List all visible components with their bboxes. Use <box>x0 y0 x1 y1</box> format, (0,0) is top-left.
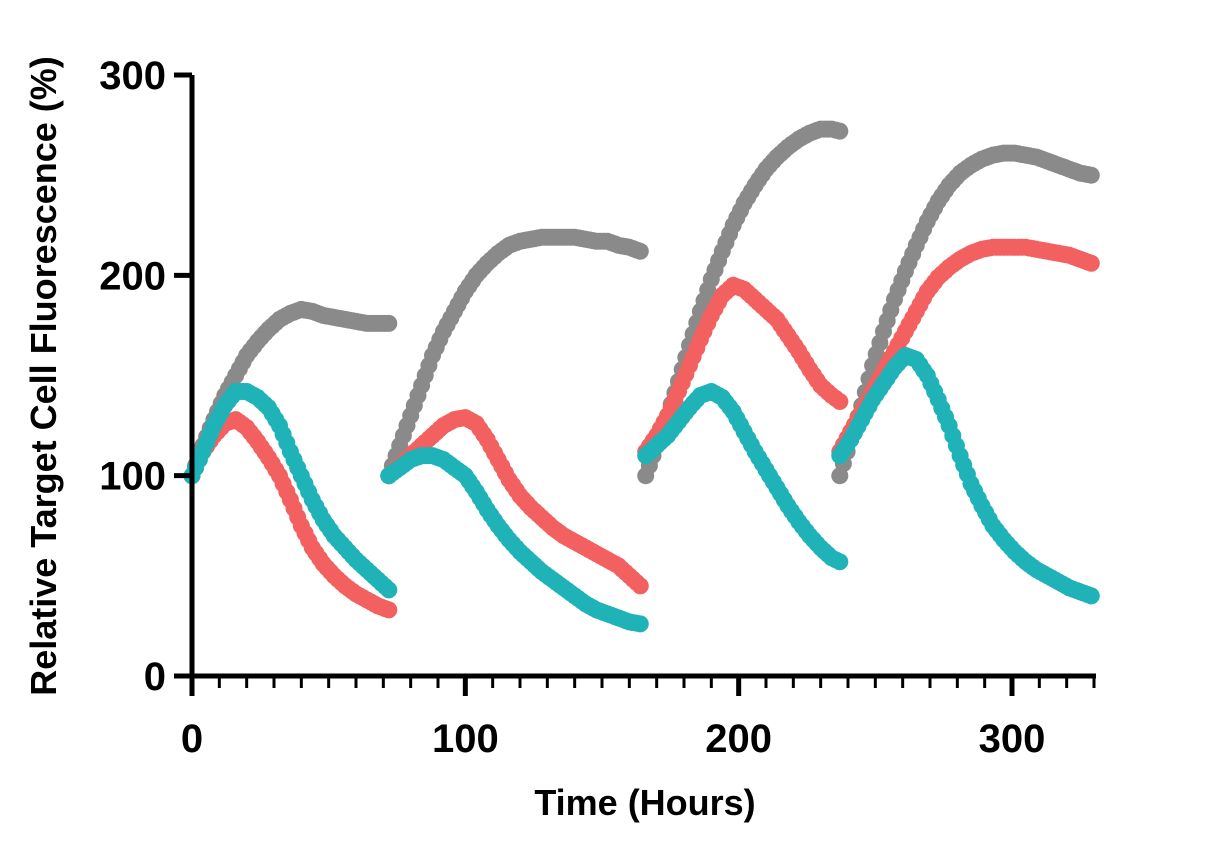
series-grey-segment <box>380 228 649 485</box>
x-tick-label: 300 <box>979 717 1046 761</box>
series-red <box>183 238 1100 619</box>
series-red-segment <box>637 276 849 461</box>
data-point <box>1082 587 1100 605</box>
series-teal-segment <box>183 383 398 599</box>
tick-layer: 0 100 200 300 0 100 200 300 <box>99 54 1096 761</box>
y-tick-label: 100 <box>99 455 166 499</box>
data-point <box>1082 254 1100 272</box>
data-point <box>380 314 398 332</box>
data-point <box>631 242 649 260</box>
data-point <box>380 601 398 619</box>
x-tick-label: 200 <box>705 717 772 761</box>
data-point <box>831 553 849 571</box>
y-tick-label: 0 <box>144 655 166 699</box>
series-teal <box>183 347 1100 633</box>
series-grey <box>183 120 1100 485</box>
series-teal-segment <box>831 347 1100 605</box>
data-point <box>831 393 849 410</box>
series-red-segment <box>380 409 649 595</box>
series-grey-segment <box>831 144 1100 485</box>
y-tick-label: 200 <box>99 254 166 298</box>
x-axis-label: Time (Hours) <box>534 782 755 823</box>
axis-layer <box>189 75 1096 679</box>
y-tick-label: 300 <box>99 54 166 98</box>
y-axis-label: Relative Target Cell Fluorescence (%) <box>23 56 64 696</box>
data-point <box>1082 166 1100 184</box>
data-point <box>380 581 398 599</box>
data-point <box>831 122 849 140</box>
series-teal-segment <box>380 447 649 633</box>
x-tick-label: 0 <box>181 717 203 761</box>
series-layer <box>183 120 1100 633</box>
data-point <box>631 577 649 595</box>
series-teal-segment <box>637 383 849 571</box>
data-point <box>631 615 649 633</box>
x-tick-label: 100 <box>432 717 499 761</box>
